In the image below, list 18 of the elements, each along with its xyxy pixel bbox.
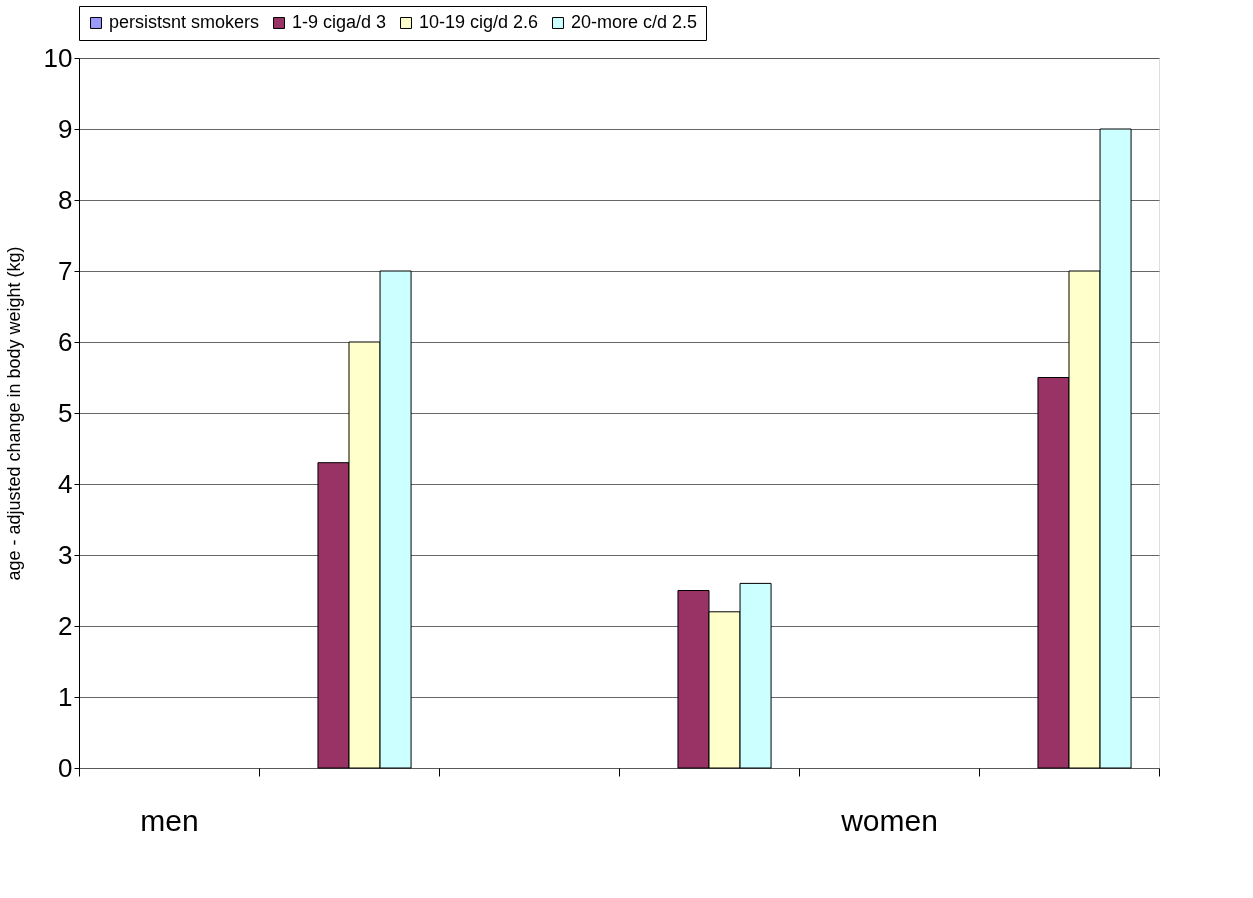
x-tick-label: men [140, 803, 199, 837]
y-tick-label: 9 [58, 113, 73, 144]
y-tick-label: 0 [58, 752, 73, 783]
y-tick-label: 10 [43, 42, 73, 73]
x-tick-label: women [840, 803, 938, 837]
y-tick-label: 1 [58, 681, 73, 712]
legend-label: 10-19 cig/d 2.6 [419, 12, 539, 32]
legend-label: 20-more c/d 2.5 [571, 12, 698, 32]
y-tick-label: 6 [58, 326, 73, 357]
legend-label: persistsnt smokers [109, 12, 260, 32]
y-tick-label: 3 [58, 539, 73, 570]
y-tick-label: 8 [58, 184, 73, 215]
legend-label: 1-9 ciga/d 3 [292, 12, 387, 32]
y-axis-title: age - adjusted change in body weight (kg) [3, 246, 24, 581]
y-tick-label: 2 [58, 610, 73, 641]
y-tick-label: 4 [58, 468, 73, 499]
y-tick-label: 5 [58, 397, 73, 428]
y-tick-label: 7 [58, 255, 73, 286]
